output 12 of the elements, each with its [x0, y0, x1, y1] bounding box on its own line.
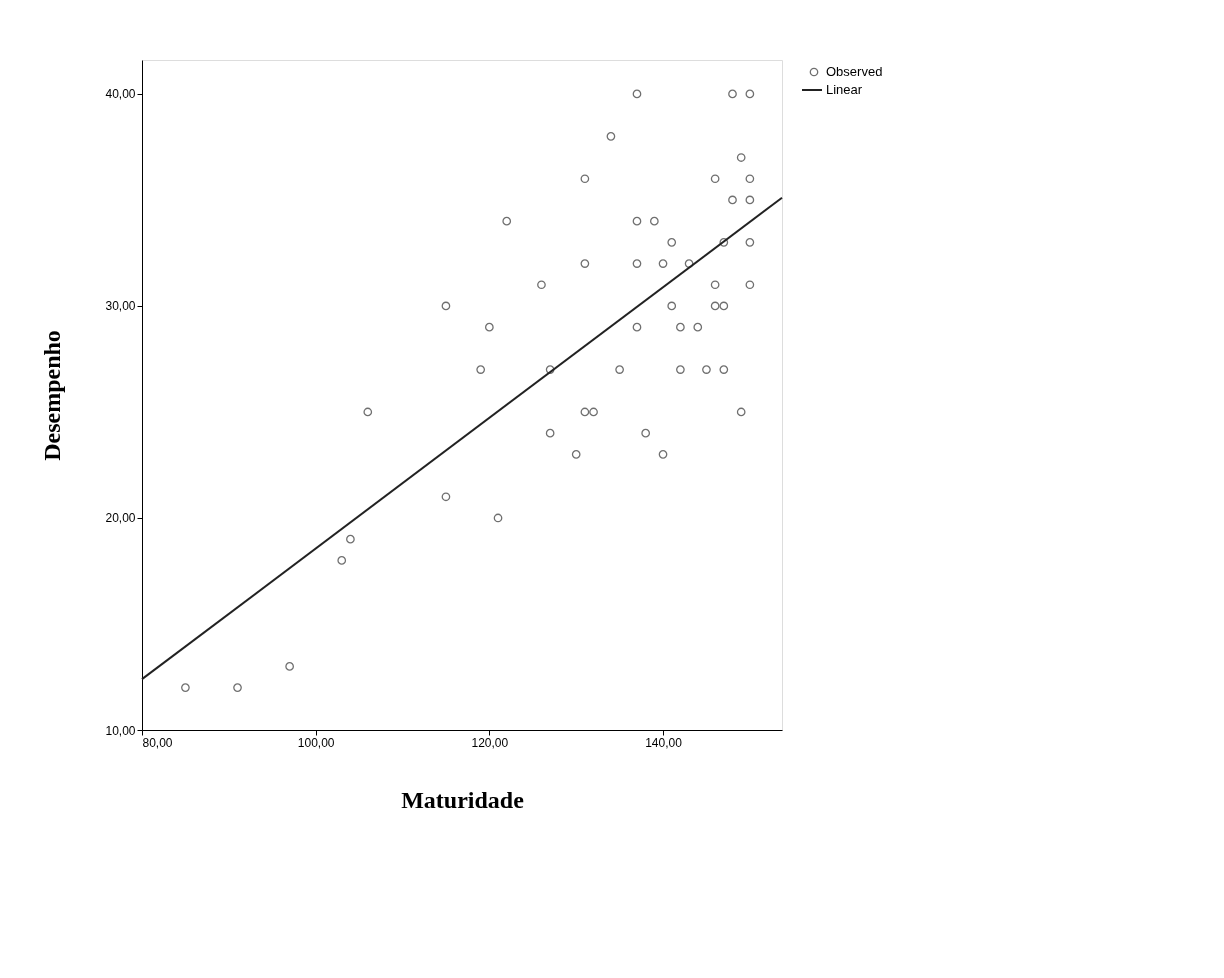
y-tick-label: 10,00	[105, 723, 136, 738]
y-tick-label: 30,00	[105, 299, 136, 314]
x-axis-title: Maturidade	[401, 786, 525, 813]
x-tick-label: 120,00	[471, 735, 509, 750]
x-tick-label: 100,00	[297, 735, 335, 750]
x-tick-label: 140,00	[645, 735, 683, 750]
legend-label: Observed	[826, 64, 883, 79]
legend-label: Linear	[826, 82, 863, 97]
y-tick-label: 40,00	[105, 87, 136, 102]
x-tick-label: 80,00	[142, 735, 173, 750]
y-tick-label: 20,00	[105, 511, 136, 526]
y-axis-title: Desempenho	[39, 330, 66, 461]
